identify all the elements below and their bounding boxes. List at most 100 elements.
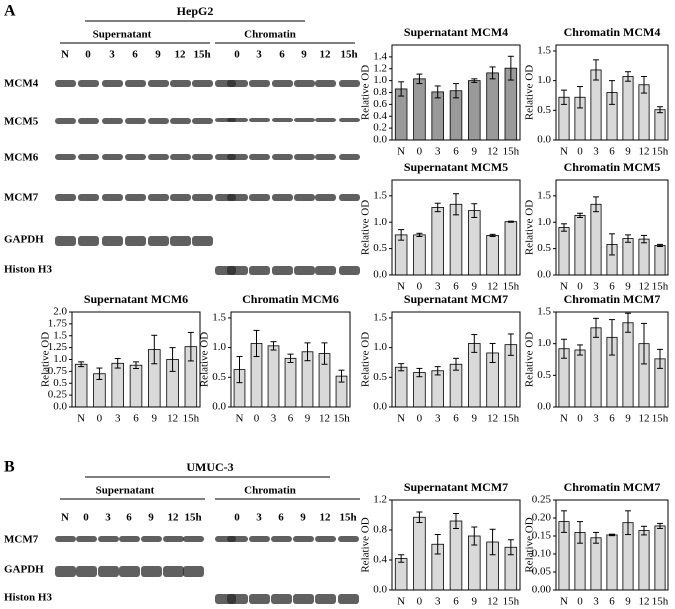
x-tick-label: 6 (609, 146, 615, 158)
lane-label: 12 (168, 512, 180, 524)
y-tick-label: 0.8 (373, 86, 387, 98)
blot-band (102, 236, 123, 246)
bar (413, 372, 426, 408)
y-tick-label: 1.5 (373, 311, 387, 323)
blot-band (119, 566, 140, 577)
x-tick-label: 9 (625, 413, 631, 425)
blot-band (148, 154, 169, 160)
blot-band (125, 236, 146, 246)
lane-label: N (61, 512, 69, 524)
blot-band (271, 594, 292, 604)
y-axis-label: Relative OD (199, 332, 211, 387)
y-tick-label: 1.0 (373, 341, 387, 353)
y-tick-label: 0.5 (537, 104, 551, 116)
y-tick-label: 1.5 (212, 311, 226, 323)
blot-band (78, 236, 99, 246)
blot-band (249, 536, 270, 542)
x-tick-label: 6 (609, 413, 615, 425)
blot-band (55, 194, 76, 201)
blot-band (76, 536, 97, 542)
panel-label: A (4, 3, 16, 20)
blot-band (78, 154, 99, 160)
blot-band (272, 194, 293, 201)
lane-label: 12 (320, 512, 332, 524)
x-tick-label: 9 (472, 413, 478, 425)
plot-frame (555, 311, 669, 408)
plot-frame (230, 311, 351, 408)
blot-band (249, 266, 270, 275)
blot-band (102, 194, 123, 201)
x-tick-label: 3 (435, 281, 441, 293)
blot-band (192, 80, 213, 87)
x-tick-label: 12 (639, 596, 650, 608)
blot-band (315, 80, 336, 87)
chart-title: Chromatin MCM4 (564, 25, 661, 39)
lane-label: 0 (234, 512, 240, 524)
blot-band (125, 194, 146, 201)
y-axis-label: Relative OD (524, 200, 536, 255)
lane-label: 3 (256, 512, 262, 524)
group-label: Chromatin (244, 485, 296, 497)
chart-title: Chromatin MCM7 (564, 480, 661, 494)
blot-band (141, 536, 162, 542)
blot-band (55, 536, 76, 542)
x-tick-label: 3 (593, 281, 599, 293)
blot-band (294, 154, 315, 160)
x-tick-label: 15h (652, 281, 669, 293)
blot-band (215, 194, 236, 201)
panel-label: B (4, 459, 15, 476)
y-tick-label: 1.0 (373, 74, 387, 86)
y-tick-label: 0.0 (537, 401, 551, 413)
bar (394, 366, 408, 408)
lane-label: 12 (175, 49, 187, 61)
blot-band (192, 194, 213, 201)
x-tick-label: 15h (183, 413, 200, 425)
bar (590, 537, 602, 591)
blot-band (141, 566, 162, 577)
y-tick-label: 0.0 (373, 584, 387, 596)
blot-band (315, 536, 336, 542)
x-tick-label: 6 (453, 413, 459, 425)
blot-band (163, 536, 184, 542)
x-tick-label: 12 (319, 413, 330, 425)
x-tick-label: 15h (503, 281, 520, 293)
x-tick-label: 9 (625, 281, 631, 293)
blot-band (98, 566, 119, 577)
lane-label: 0 (234, 49, 240, 61)
x-tick-label: 12 (487, 596, 498, 608)
blot-band (55, 566, 76, 577)
y-tick-label: 0.0 (373, 134, 387, 146)
y-axis-label: Relative OD (360, 65, 372, 120)
x-tick-label: 0 (97, 413, 103, 425)
row-label: MCM6 (4, 152, 39, 164)
x-tick-label: 0 (577, 281, 583, 293)
x-tick-label: 0 (577, 596, 583, 608)
blot-band (183, 536, 204, 542)
bar (449, 520, 463, 591)
y-tick-label: 0.0 (53, 401, 67, 413)
blot-band (55, 154, 76, 160)
group-label: Supernatant (93, 29, 152, 41)
x-tick-label: 3 (271, 413, 277, 425)
y-tick-label: 1.5 (537, 44, 551, 56)
x-tick-label: 9 (625, 146, 631, 158)
bar (413, 516, 426, 591)
bar (74, 363, 88, 408)
x-tick-label: 3 (435, 146, 441, 158)
y-tick-label: 1.2 (373, 62, 387, 74)
blot-band (339, 80, 360, 87)
y-tick-label: 0.5 (53, 377, 67, 389)
row-label: Histon H3 (4, 264, 52, 276)
x-tick-label: 6 (453, 596, 459, 608)
bar (606, 534, 618, 591)
x-tick-label: N (77, 413, 85, 425)
blot-band (148, 80, 169, 87)
y-axis-label: Relative OD (524, 332, 536, 387)
blot-band (163, 566, 184, 577)
y-tick-label: 1.25 (48, 341, 68, 353)
y-tick-label: 0.25 (532, 494, 552, 506)
group-label: Supernatant (96, 485, 155, 497)
bar (413, 234, 426, 276)
x-tick-label: N (560, 596, 568, 608)
blot-band (294, 118, 315, 122)
